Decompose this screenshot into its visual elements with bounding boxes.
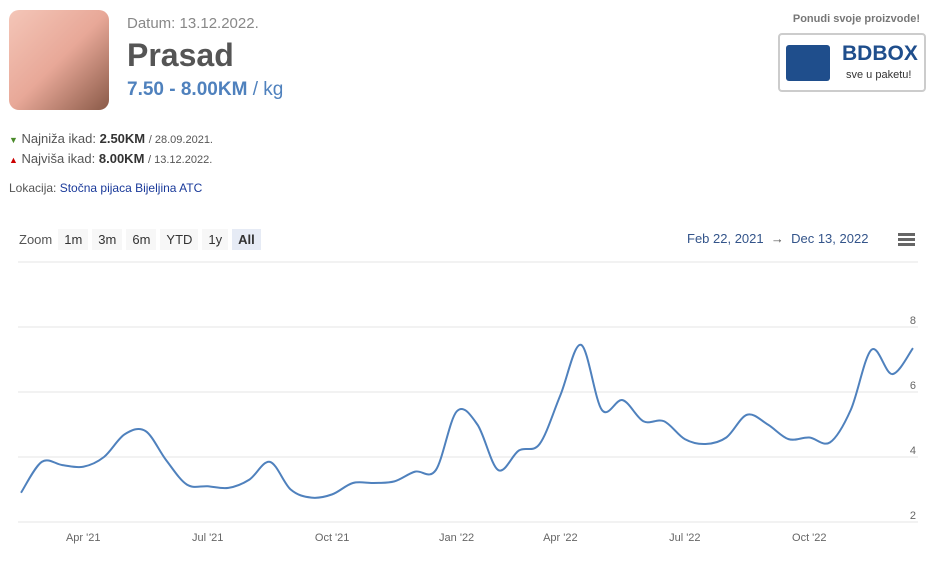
- y-tick-label: 6: [910, 380, 916, 392]
- zoom-button[interactable]: 6m: [126, 229, 157, 250]
- ad-caption: Ponudi svoje proizvode!: [792, 13, 920, 25]
- box-icon: [786, 45, 830, 81]
- x-tick-label: Oct '21: [315, 532, 350, 544]
- ad-brand: BDBOX: [842, 42, 918, 65]
- low-label: Najniža ikad:: [21, 131, 96, 146]
- high-label: Najviša ikad:: [21, 151, 96, 166]
- location-label: Lokacija:: [9, 181, 57, 195]
- zoom-button[interactable]: All: [232, 229, 261, 250]
- x-tick-label: Jul '22: [669, 532, 700, 544]
- low-stat: ▼ Najniža ikad: 2.50KM / 28.09.2021.: [9, 131, 213, 146]
- price-line: [20, 343, 914, 499]
- x-tick-label: Oct '22: [792, 532, 827, 544]
- y-tick-label: 8: [910, 315, 916, 327]
- date: Datum: 13.12.2022.: [127, 15, 259, 32]
- x-tick-label: Apr '21: [66, 532, 101, 544]
- high-date: / 13.12.2022.: [148, 154, 213, 166]
- low-value: 2.50KM: [99, 131, 146, 146]
- zoom-bar: Zoom 1m 3m 6m YTD 1y All: [19, 229, 265, 250]
- location-link[interactable]: Stočna pijaca Bijeljina ATC: [59, 181, 203, 195]
- x-tick-label: Jul '21: [192, 532, 223, 544]
- menu-button[interactable]: [898, 233, 915, 246]
- range-arrow: →: [770, 231, 784, 246]
- high-value: 8.00KM: [98, 151, 145, 166]
- zoom-button[interactable]: 1m: [58, 229, 89, 250]
- price-line: 7.50 - 8.00KM / kg: [127, 79, 283, 101]
- y-tick-label: 2: [910, 510, 916, 522]
- zoom-button[interactable]: YTD: [160, 229, 199, 250]
- low-date: / 28.09.2021.: [148, 134, 213, 146]
- price: 7.50 - 8.00KM: [127, 79, 248, 100]
- range-from[interactable]: Feb 22, 2021: [687, 231, 764, 246]
- x-tick-label: Jan '22: [439, 532, 474, 544]
- x-tick-label: Apr '22: [543, 532, 578, 544]
- location: Lokacija: Stočna pijaca Bijeljina ATC: [9, 181, 202, 195]
- range-to[interactable]: Dec 13, 2022: [791, 231, 869, 246]
- unit: / kg: [252, 79, 284, 100]
- zoom-button[interactable]: 1y: [202, 229, 229, 250]
- ad-banner[interactable]: BDBOX sve u paketu!: [778, 33, 926, 92]
- product-image: [9, 10, 109, 110]
- zoom-label: Zoom: [19, 232, 53, 247]
- title: Prasad: [127, 37, 234, 73]
- range-display: Feb 22, 2021 → Dec 13, 2022: [687, 231, 868, 246]
- zoom-button[interactable]: 3m: [92, 229, 123, 250]
- high-stat: ▲ Najviša ikad: 8.00KM / 13.12.2022.: [9, 151, 213, 166]
- ad-slogan: sve u paketu!: [846, 69, 912, 81]
- y-tick-label: 4: [910, 445, 916, 457]
